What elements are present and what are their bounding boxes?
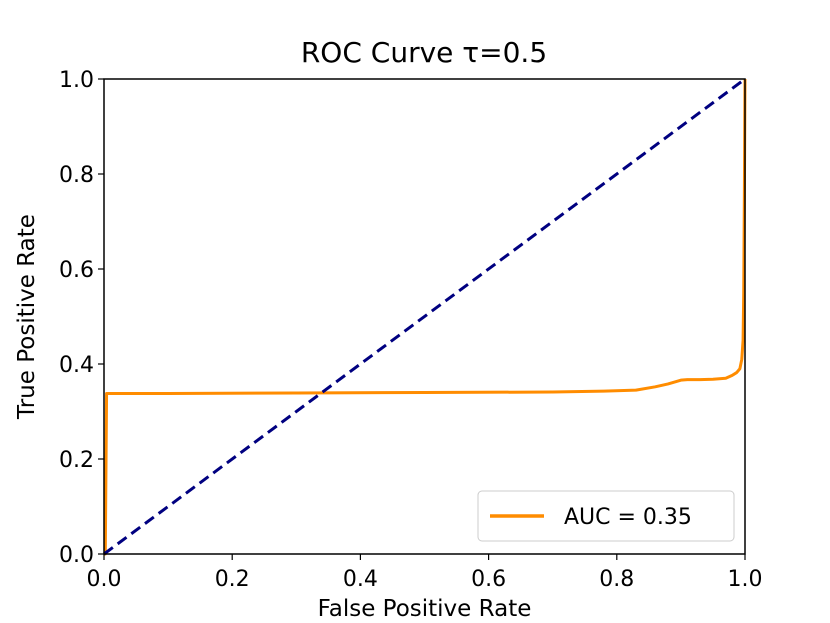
x-axis: 0.0 0.2 0.4 0.6 0.8 1.0 [87, 554, 763, 592]
y-tick-label: 1.0 [59, 68, 94, 93]
x-tick-label: 0.4 [343, 567, 378, 592]
x-tick-label: 1.0 [728, 567, 763, 592]
y-tick-label: 0.0 [59, 543, 94, 568]
y-tick-label: 0.8 [59, 163, 94, 188]
legend: AUC = 0.35 [477, 490, 735, 542]
x-tick-label: 0.2 [215, 567, 250, 592]
plot-frame [103, 78, 746, 555]
x-tick-label: 0.6 [471, 567, 506, 592]
x-tick-label: 0.8 [599, 567, 634, 592]
legend-label: AUC = 0.35 [564, 505, 692, 530]
y-tick-label: 0.2 [59, 448, 94, 473]
series-layer [103, 77, 747, 556]
x-axis-title: False Positive Rate [318, 596, 532, 622]
x-tick-label: 0.0 [87, 567, 122, 592]
y-tick-label: 0.4 [59, 353, 94, 378]
chart-title: ROC Curve τ=0.5 [301, 36, 547, 69]
legend-box [477, 490, 735, 542]
roc-curve-line [103, 78, 747, 556]
y-axis: 0.0 0.2 0.4 0.6 0.8 1.0 [59, 68, 104, 568]
y-axis-title: True Positive Rate [14, 214, 40, 420]
y-tick-label: 0.6 [59, 258, 94, 283]
chance-diagonal-line [103, 77, 746, 556]
